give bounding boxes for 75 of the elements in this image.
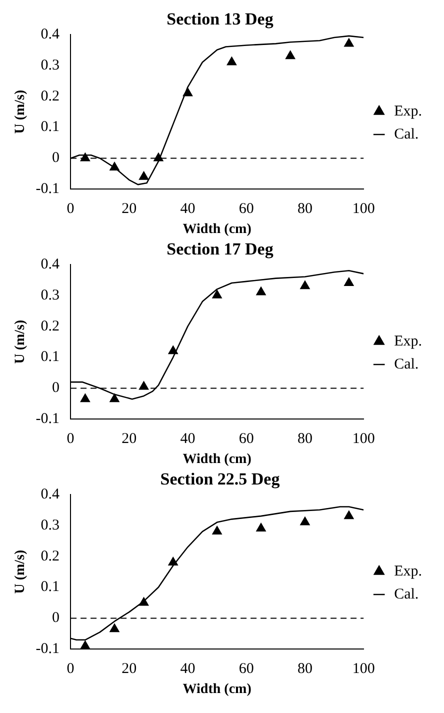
y-tick-label: 0 [52,610,60,626]
point [300,516,310,526]
point [256,522,266,532]
legend-label: Cal. [394,586,419,602]
y-tick-label: 0.1 [40,349,60,366]
x-tick-label: 0 [66,661,74,678]
point [110,624,120,632]
point [212,526,222,535]
point [226,56,237,66]
point [110,162,120,171]
point [168,557,178,566]
chart-title: Section 13 Deg [166,10,274,29]
x-axis-title: Width (cm) [182,222,252,238]
point [256,286,266,296]
y-tick-label: -0.1 [36,181,60,198]
x-tick-label: 20 [122,661,137,678]
point [110,394,120,402]
x-tick-label: 40 [180,431,196,448]
point [285,50,296,60]
point [138,381,149,390]
point [80,640,90,650]
y-tick-label: 0.4 [40,26,60,42]
y-tick-label: 0.1 [40,119,60,136]
x-tick-label: 80 [297,431,312,448]
chart-title: Section 17 Deg [166,240,274,259]
point [154,152,164,162]
y-tick-label: 0.4 [40,486,60,502]
point [138,171,149,180]
y-tick-label: 0 [52,150,60,166]
point [212,290,222,298]
y-tick-label: 0.3 [40,287,60,304]
point [344,277,354,286]
x-tick-label: 100 [352,431,375,448]
x-tick-label: 0 [66,201,74,218]
point [300,280,310,290]
y-axis-title: U (m/s) [13,549,28,594]
chart-title: Section 22.5 Deg [160,470,280,489]
point [344,510,354,520]
point [138,597,149,606]
y-tick-label: 0.1 [40,579,60,596]
x-tick-label: 80 [297,661,312,678]
x-axis-title: Width (cm) [182,682,252,698]
point [168,346,178,354]
legend-label: Cal. [394,126,419,142]
x-tick-label: 60 [238,431,254,448]
point [182,88,193,96]
x-tick-label: 100 [352,661,375,678]
x-tick-label: 40 [180,201,196,218]
y-tick-label: -0.1 [36,641,60,658]
y-tick-label: 0.2 [40,548,60,564]
legend-label: Cal. [394,356,419,372]
y-tick-label: 0.3 [40,57,60,74]
x-tick-label: 0 [66,431,74,448]
x-tick-label: 80 [297,201,312,218]
x-tick-label: 60 [238,661,254,678]
y-axis-title: U (m/s) [13,89,28,134]
y-tick-label: -0.1 [36,411,60,428]
x-tick-label: 40 [180,661,196,678]
y-tick-label: 0.4 [40,256,60,272]
x-axis-title: Width (cm) [182,452,252,468]
x-tick-label: 20 [122,431,137,448]
y-tick-label: 0.3 [40,517,60,534]
y-tick-label: 0 [52,380,60,396]
legend-label: Exp. [394,103,422,120]
x-tick-label: 100 [352,201,375,218]
point [80,152,90,162]
legend-label: Exp. [394,333,422,350]
point [80,394,90,402]
y-tick-label: 0.2 [40,318,60,334]
y-axis-title: U (m/s) [13,319,28,364]
legend-label: Exp. [394,563,422,580]
point [344,38,354,47]
x-tick-label: 60 [238,201,254,218]
y-tick-label: 0.2 [40,88,60,104]
x-tick-label: 20 [122,201,137,218]
